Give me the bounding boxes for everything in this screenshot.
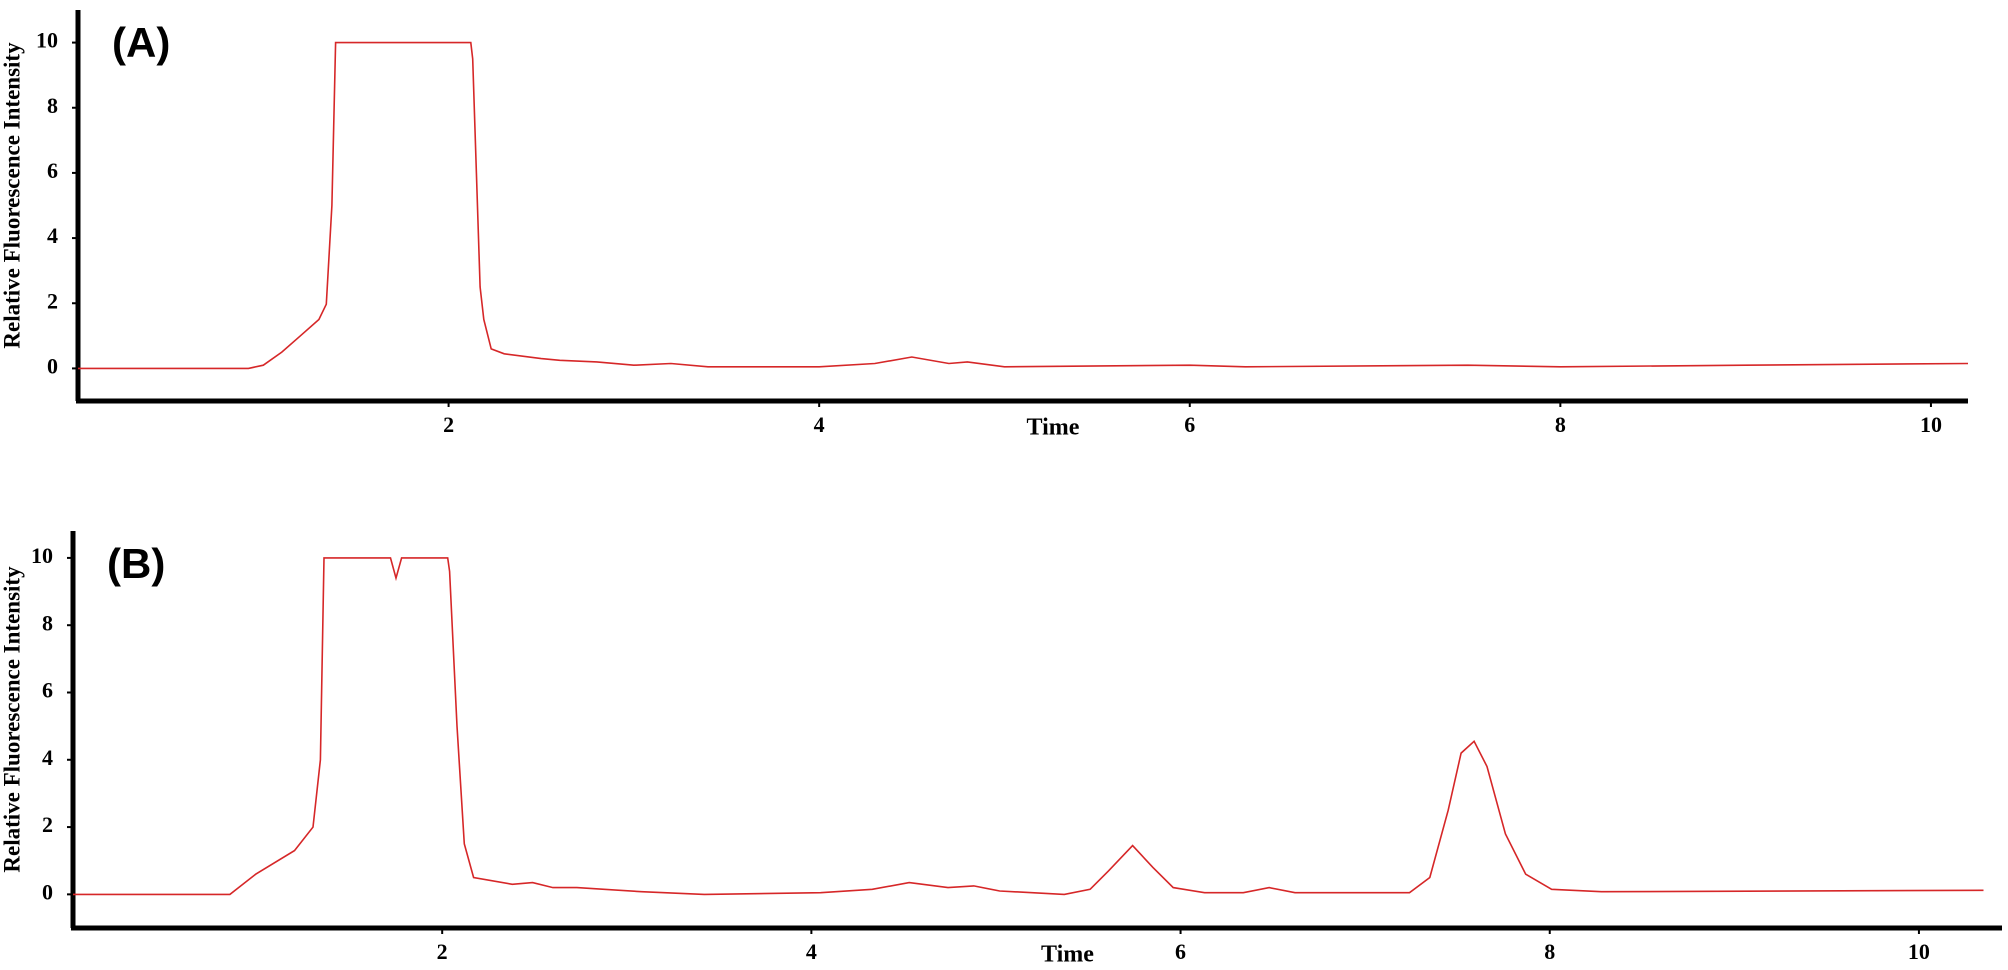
y-tick-label: 2 <box>47 288 58 313</box>
x-tick-label: 2 <box>437 939 448 964</box>
y-axis-label: Relative Fluorescence Intensity <box>0 566 24 873</box>
panel-label: (A) <box>112 19 170 66</box>
panel-label: (B) <box>107 540 165 587</box>
y-axis-label: Relative Fluorescence Intensity <box>0 42 24 349</box>
y-tick-label: 0 <box>42 879 53 904</box>
x-tick-label: 10 <box>1920 412 1942 437</box>
y-tick-label: 2 <box>42 812 53 837</box>
y-tick-label: 8 <box>42 610 53 635</box>
trace <box>78 41 1969 370</box>
x-tick-label: 10 <box>1908 939 1930 964</box>
y-tick-label: 10 <box>31 543 53 568</box>
x-tick-label: 8 <box>1544 939 1555 964</box>
x-tick-label: 6 <box>1175 939 1186 964</box>
y-tick-label: 4 <box>42 745 53 770</box>
y-tick-label: 4 <box>47 223 58 248</box>
x-axis-label: Time <box>1027 415 1080 441</box>
x-tick-label: 8 <box>1555 412 1566 437</box>
x-tick-label: 4 <box>814 412 825 437</box>
x-axis-label: Time <box>1041 942 1094 968</box>
x-tick-label: 2 <box>443 412 454 437</box>
y-tick-label: 0 <box>47 353 58 378</box>
trace <box>73 557 1984 896</box>
y-tick-label: 6 <box>47 158 58 183</box>
y-tick-label: 6 <box>42 678 53 703</box>
x-tick-label: 6 <box>1184 412 1195 437</box>
y-tick-label: 10 <box>36 28 58 53</box>
y-tick-label: 8 <box>47 93 58 118</box>
x-tick-label: 4 <box>806 939 817 964</box>
